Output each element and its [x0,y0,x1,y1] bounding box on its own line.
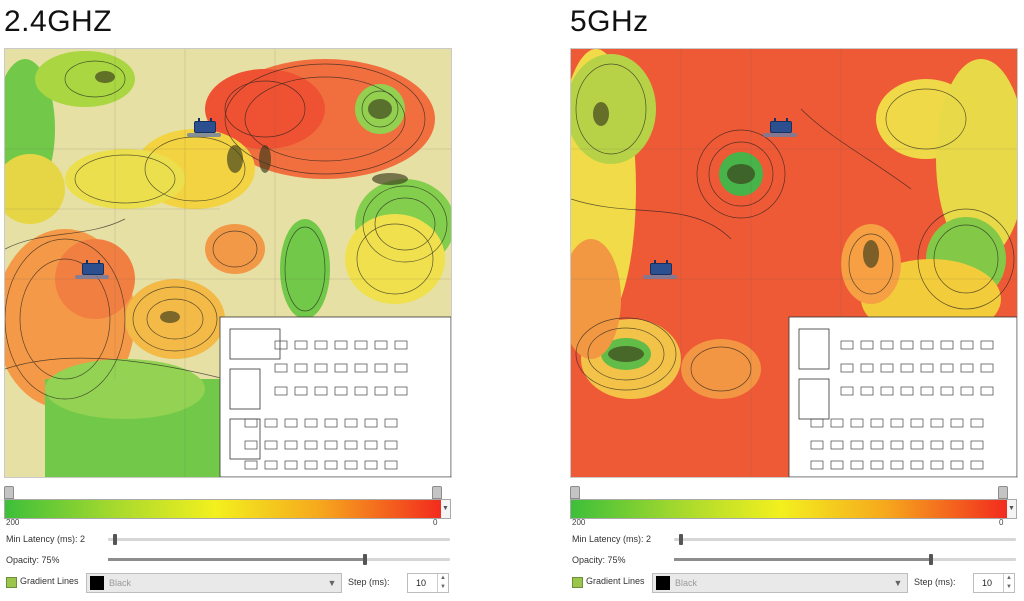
chevron-down-icon[interactable]: ▼ [327,578,337,588]
range-min-handle[interactable] [570,486,580,499]
min-latency-label: Min Latency (ms): 2 [572,534,652,544]
heatmap-canvas[interactable] [570,48,1018,478]
panel-title: 5GHz [570,5,649,38]
line-color-dropdown[interactable]: Black ▼ [86,573,342,593]
line-color-value: Black [109,578,132,588]
opacity-fill [674,558,931,561]
scale-min-label: 200 [572,518,586,527]
gradient-range-slider[interactable] [4,486,450,499]
opacity-fill [108,558,365,561]
chevron-down-icon[interactable]: ▼ [441,499,451,519]
heatmap-canvas[interactable] [4,48,452,478]
step-label: Step (ms): [914,577,956,587]
opacity-knob[interactable] [928,554,933,565]
heatmap-panel-2-4ghz: 2.4GHZ [4,0,454,601]
range-min-handle[interactable] [4,486,14,499]
color-swatch [656,576,670,590]
scale-max-label: 0 [433,518,438,527]
step-stepper[interactable]: 10 ▲ ▼ [407,573,449,593]
gradient-lines-checkbox[interactable] [572,577,583,588]
min-latency-slider[interactable] [108,534,450,545]
min-latency-knob[interactable] [678,534,683,545]
router-icon[interactable] [187,118,221,145]
gradient-options-row: Gradient Lines Black ▼ Step (ms): 10 ▲ ▼ [570,573,1016,593]
opacity-knob[interactable] [362,554,367,565]
min-latency-label: Min Latency (ms): 2 [6,534,86,544]
opacity-slider[interactable] [108,554,450,565]
min-latency-slider[interactable] [674,534,1016,545]
chevron-down-icon[interactable]: ▼ [1007,499,1017,519]
scale-min-label: 200 [6,518,20,527]
step-label: Step (ms): [348,577,390,587]
spin-arrows-icon[interactable]: ▲ ▼ [1003,574,1014,592]
gradient-lines-label: Gradient Lines [586,576,645,586]
gradient-options-row: Gradient Lines Black ▼ Step (ms): 10 ▲ ▼ [4,573,450,593]
range-max-handle[interactable] [998,486,1008,499]
gradient-lines-checkbox[interactable] [6,577,17,588]
min-latency-knob[interactable] [112,534,117,545]
opacity-slider[interactable] [674,554,1016,565]
router-icon[interactable] [763,118,797,145]
gradient-range-slider[interactable] [570,486,1016,499]
step-value[interactable]: 10 [416,578,427,588]
step-value[interactable]: 10 [982,578,993,588]
step-stepper[interactable]: 10 ▲ ▼ [973,573,1015,593]
chevron-down-icon[interactable]: ▼ [893,578,903,588]
gradient-lines-label: Gradient Lines [20,576,79,586]
range-max-handle[interactable] [432,486,442,499]
color-gradient-bar [570,499,1009,519]
scale-max-label: 0 [999,518,1004,527]
heatmap-panel-5ghz: 5GHz [570,0,1020,601]
router-icon[interactable] [75,260,109,287]
spin-arrows-icon[interactable]: ▲ ▼ [437,574,448,592]
opacity-label: Opacity: 75% [572,555,626,565]
color-gradient-bar [4,499,443,519]
line-color-dropdown[interactable]: Black ▼ [652,573,908,593]
panel-title: 2.4GHZ [4,5,113,38]
line-color-value: Black [675,578,698,588]
router-icon[interactable] [643,260,677,287]
color-swatch [90,576,104,590]
opacity-label: Opacity: 75% [6,555,60,565]
